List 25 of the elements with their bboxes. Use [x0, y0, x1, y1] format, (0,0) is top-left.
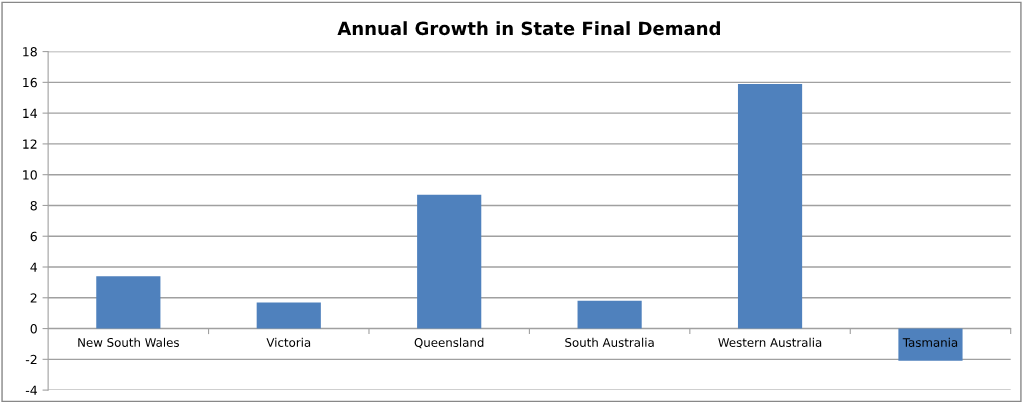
x-tick-label: South Australia	[565, 337, 654, 347]
x-tick-label: Victoria	[266, 337, 311, 347]
y-tick-label: 18	[23, 47, 37, 57]
y-tick-label: -2	[25, 354, 37, 365]
bar	[737, 83, 803, 329]
y-tick-label: 6	[30, 231, 37, 242]
y-tick-label: 12	[23, 139, 37, 149]
x-tick-label: Queensland	[414, 337, 484, 349]
y-tick-label: 0	[30, 324, 37, 334]
bar	[577, 300, 642, 329]
bar	[417, 194, 482, 329]
bar	[256, 302, 321, 329]
y-tick-label: 14	[23, 108, 38, 118]
y-tick-label: 2	[30, 293, 37, 303]
y-tick-label: 8	[30, 200, 37, 211]
y-tick-label: 10	[23, 170, 37, 180]
y-tick-label: 16	[23, 77, 37, 88]
y-tick-label: -4	[25, 385, 38, 395]
x-tick-label: Tasmania	[902, 337, 958, 347]
x-tick-label: Western Australia	[718, 337, 822, 347]
chart-title: Annual Growth in State Final Demand	[337, 21, 720, 36]
bar	[898, 328, 963, 361]
bar	[96, 276, 161, 329]
x-tick-label: New South Wales	[78, 337, 179, 347]
y-tick-label: 4	[30, 262, 38, 272]
